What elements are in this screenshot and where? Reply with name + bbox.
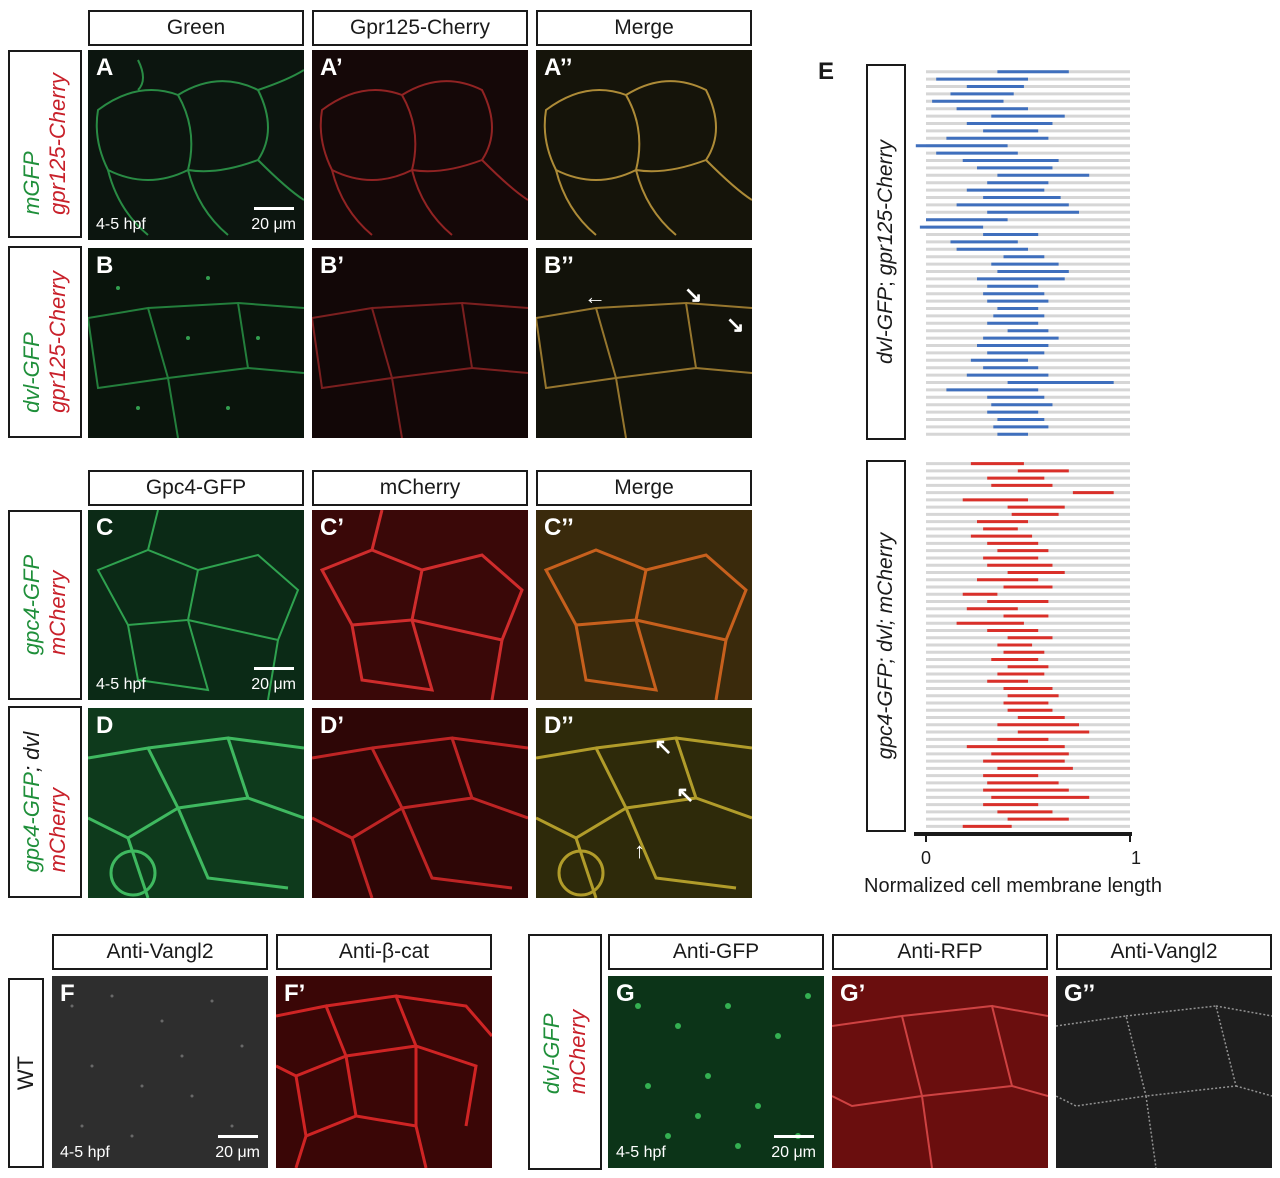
panel-label-c-double-prime: C’’ (544, 514, 574, 541)
row-label-a: mGFP gpr125-Cherry (8, 50, 82, 238)
group-label-dvl-part1: dvl-GFP (874, 287, 897, 365)
row-label-d: gpc4-GFP; dvl mCherry (8, 706, 82, 898)
scale-label-c: 20 μm (251, 676, 296, 693)
header-merge-1: Merge (536, 10, 752, 46)
header-gpr125-cherry: Gpr125-Cherry (312, 10, 528, 46)
x-tick-label-1: 1 (1131, 848, 1141, 868)
group-label-gpc4: gpc4-GFP; dvl; mCherry (866, 460, 906, 832)
side-label-mgfp: mGFP (19, 151, 44, 215)
header-mcherry: mCherry (312, 470, 528, 506)
scale-bar-f: 20 μm (215, 1135, 260, 1162)
side-label-gpc4-gfp-d: gpc4-GFP (19, 772, 44, 873)
row-label-b: dvl-GFP gpr125-Cherry (8, 246, 82, 438)
micrograph-a-double-prime: A’’ (536, 50, 752, 240)
panel-label-c-prime: C’ (320, 514, 344, 541)
side-label-mcherry-c: mCherry (45, 570, 70, 656)
header-green: Green (88, 10, 304, 46)
row-label-c: gpc4-GFP mCherry (8, 510, 82, 700)
arrow-icon: ↖ (654, 734, 673, 759)
panel-label-d-double-prime: D’’ (544, 712, 574, 739)
micrograph-d-double-prime: D’’ ↖ ↖ ↑ (536, 708, 752, 898)
group-label-dvl-part2: ; (874, 275, 897, 288)
micrograph-b-double-prime: B’’ ← ↘ ↘ (536, 248, 752, 438)
micrograph-a: A 4-5 hpf 20 μm (88, 50, 304, 240)
group-label-dvl-part3: gpr125-Cherry (874, 139, 897, 276)
scale-bar-c: 20 μm (251, 667, 296, 694)
time-label-f: 4-5 hpf (60, 1144, 110, 1161)
side-label-gpr125-b: gpr125-Cherry (45, 271, 70, 413)
scale-bar-g: 20 μm (771, 1135, 816, 1162)
arrow-icon: ↘ (684, 282, 703, 307)
panel-label-g-double-prime: G’’ (1064, 980, 1096, 1007)
panel-label-a-prime: A’ (320, 54, 343, 81)
arrow-icon: ↘ (726, 312, 745, 337)
arrow-icon: ↖ (676, 782, 695, 807)
header-anti-beta-cat: Anti-β-cat (276, 934, 492, 970)
group-label-gpc4-part2: ; dvl; (874, 613, 897, 664)
side-label-gpr125: gpr125-Cherry (45, 73, 70, 215)
panel-label-a-double-prime: A’’ (544, 54, 573, 81)
time-label-c: 4-5 hpf (96, 676, 146, 693)
panel-label-f: F (60, 980, 75, 1007)
micrograph-b-prime: B’ (312, 248, 528, 438)
panel-label-c: C (96, 514, 114, 541)
side-label-dvl: dvl (19, 731, 44, 766)
panel-label-e: E (818, 58, 835, 85)
panel-label-g: G (616, 980, 635, 1007)
header-merge-2: Merge (536, 470, 752, 506)
panel-label-b-prime: B’ (320, 252, 344, 279)
micrograph-b: B (88, 248, 304, 438)
x-tick-label-0: 0 (921, 848, 931, 868)
side-label-dvl-gfp-g: dvl-GFP (539, 1013, 564, 1095)
micrograph-f: F 4-5 hpf 20 μm (52, 976, 268, 1168)
micrograph-f-prime: F’ (276, 976, 492, 1168)
micrograph-d: D (88, 708, 304, 898)
panel-label-f-prime: F’ (284, 980, 306, 1007)
panel-label-d-prime: D’ (320, 712, 344, 739)
scale-label-a: 20 μm (251, 216, 296, 233)
arrow-icon: ← (584, 284, 606, 309)
micrograph-d-prime: D’ (312, 708, 528, 898)
arrow-icon: ↑ (634, 838, 645, 863)
scale-label-g: 20 μm (771, 1144, 816, 1161)
scale-label-f: 20 μm (215, 1144, 260, 1161)
group-label-gpc4-part1: gpc4-GFP (874, 663, 897, 760)
header-anti-gfp: Anti-GFP (608, 934, 824, 970)
group-label-dvl: dvl-GFP; gpr125-Cherry (866, 64, 906, 440)
panel-label-b-double-prime: B’’ (544, 252, 574, 279)
header-gpc4-gfp: Gpc4-GFP (88, 470, 304, 506)
side-label-mcherry-g: mCherry (565, 1009, 590, 1095)
panel-label-a: A (96, 54, 114, 81)
micrograph-c: C 4-5 hpf 20 μm (88, 510, 304, 700)
time-label-g: 4-5 hpf (616, 1144, 666, 1161)
side-label-mcherry-d: mCherry (45, 787, 70, 873)
row-label-wt: WT (8, 978, 44, 1168)
row-label-g: dvl-GFP mCherry (528, 934, 602, 1170)
panel-label-d: D (96, 712, 114, 739)
scale-bar-a: 20 μm (251, 207, 296, 234)
side-label-wt: WT (13, 1055, 38, 1091)
micrograph-a-prime: A’ (312, 50, 528, 240)
micrograph-g-prime: G’ (832, 976, 1048, 1168)
side-label-gpc4-gfp: gpc4-GFP (19, 554, 44, 656)
header-anti-vangl2-f: Anti-Vangl2 (52, 934, 268, 970)
side-label-dvl-gfp: dvl-GFP (19, 332, 44, 413)
header-anti-vangl2-g: Anti-Vangl2 (1056, 934, 1272, 970)
micrograph-c-double-prime: C’’ (536, 510, 752, 700)
header-anti-rfp: Anti-RFP (832, 934, 1048, 970)
group-label-gpc4-part3: mCherry (874, 532, 897, 614)
panel-label-g-prime: G’ (840, 980, 866, 1007)
micrograph-g: G 4-5 hpf 20 μm (608, 976, 824, 1168)
panel-label-b: B (96, 252, 114, 279)
time-label-a: 4-5 hpf (96, 216, 146, 233)
side-label-separator: ; (19, 765, 44, 773)
x-axis-label: Normalized cell membrane length (864, 875, 1162, 897)
micrograph-g-double-prime: G’’ (1056, 976, 1272, 1168)
micrograph-c-prime: C’ (312, 510, 528, 700)
